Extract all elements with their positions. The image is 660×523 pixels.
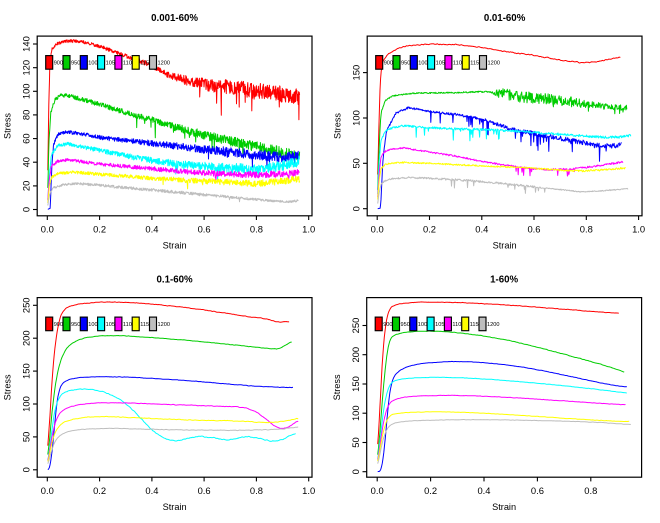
svg-text:1050: 1050 xyxy=(106,322,118,328)
svg-text:Stress: Stress xyxy=(3,374,13,400)
svg-text:0: 0 xyxy=(21,467,32,472)
svg-text:0.6: 0.6 xyxy=(531,485,544,496)
svg-text:0.001-60%: 0.001-60% xyxy=(151,13,198,24)
svg-text:0.4: 0.4 xyxy=(145,224,158,235)
svg-text:0.8: 0.8 xyxy=(580,224,593,235)
svg-text:0.4: 0.4 xyxy=(475,224,488,235)
svg-text:150: 150 xyxy=(351,65,362,81)
svg-text:0.4: 0.4 xyxy=(145,485,158,496)
svg-text:1000: 1000 xyxy=(88,61,100,67)
svg-text:250: 250 xyxy=(21,297,32,313)
svg-text:900: 900 xyxy=(384,61,393,67)
svg-text:Stress: Stress xyxy=(3,113,13,139)
svg-text:1100: 1100 xyxy=(453,61,465,67)
svg-text:1200: 1200 xyxy=(488,61,500,67)
svg-text:50: 50 xyxy=(21,432,32,442)
svg-text:Stress: Stress xyxy=(333,113,343,139)
svg-text:0.0: 0.0 xyxy=(41,485,54,496)
svg-text:40: 40 xyxy=(21,157,32,167)
svg-text:Strain: Strain xyxy=(492,502,516,512)
svg-text:0.01-60%: 0.01-60% xyxy=(484,13,526,24)
svg-text:1200: 1200 xyxy=(487,322,499,328)
svg-text:1000: 1000 xyxy=(88,322,100,328)
svg-text:1-60%: 1-60% xyxy=(490,274,518,285)
svg-text:0.8: 0.8 xyxy=(250,485,263,496)
svg-text:1100: 1100 xyxy=(452,322,464,328)
svg-text:1.0: 1.0 xyxy=(302,224,315,235)
svg-text:0.1-60%: 0.1-60% xyxy=(157,274,193,285)
svg-text:1000: 1000 xyxy=(418,61,430,67)
svg-text:150: 150 xyxy=(21,363,32,379)
svg-text:1050: 1050 xyxy=(435,322,447,328)
svg-text:100: 100 xyxy=(350,405,361,421)
svg-text:950: 950 xyxy=(71,322,80,328)
svg-text:50: 50 xyxy=(351,158,362,168)
svg-text:Strain: Strain xyxy=(163,502,187,512)
svg-text:1150: 1150 xyxy=(140,322,152,328)
svg-text:950: 950 xyxy=(401,61,410,67)
svg-text:140: 140 xyxy=(21,36,32,52)
svg-text:900: 900 xyxy=(54,61,63,67)
svg-text:900: 900 xyxy=(383,322,392,328)
svg-text:1100: 1100 xyxy=(123,61,135,67)
svg-text:1150: 1150 xyxy=(140,61,152,67)
svg-text:150: 150 xyxy=(350,376,361,392)
svg-text:950: 950 xyxy=(71,61,80,67)
svg-text:1050: 1050 xyxy=(436,61,448,67)
svg-text:100: 100 xyxy=(351,110,362,126)
svg-text:1150: 1150 xyxy=(470,322,482,328)
svg-text:0.4: 0.4 xyxy=(477,485,490,496)
svg-text:120: 120 xyxy=(21,60,32,76)
svg-text:0.0: 0.0 xyxy=(371,485,384,496)
svg-text:1100: 1100 xyxy=(123,322,135,328)
svg-text:Strain: Strain xyxy=(163,241,187,251)
svg-text:0.6: 0.6 xyxy=(527,224,540,235)
svg-text:0.8: 0.8 xyxy=(584,485,597,496)
svg-text:0.6: 0.6 xyxy=(198,485,211,496)
svg-text:1.0: 1.0 xyxy=(632,224,645,235)
svg-text:Strain: Strain xyxy=(493,241,517,251)
svg-text:80: 80 xyxy=(21,110,32,120)
svg-text:0.0: 0.0 xyxy=(41,224,54,235)
svg-text:0.2: 0.2 xyxy=(93,224,106,235)
svg-text:0.6: 0.6 xyxy=(198,224,211,235)
svg-text:60: 60 xyxy=(21,133,32,143)
svg-text:20: 20 xyxy=(21,181,32,191)
svg-text:0: 0 xyxy=(21,207,32,212)
svg-text:0.2: 0.2 xyxy=(424,485,437,496)
svg-text:200: 200 xyxy=(350,347,361,363)
svg-text:0.0: 0.0 xyxy=(371,224,384,235)
svg-text:1050: 1050 xyxy=(106,61,118,67)
svg-text:100: 100 xyxy=(21,396,32,412)
svg-text:1000: 1000 xyxy=(418,322,430,328)
svg-text:100: 100 xyxy=(21,83,32,99)
svg-text:200: 200 xyxy=(21,330,32,346)
svg-text:1200: 1200 xyxy=(158,322,170,328)
svg-text:1150: 1150 xyxy=(470,61,482,67)
svg-text:900: 900 xyxy=(54,322,63,328)
svg-text:0: 0 xyxy=(350,469,361,474)
svg-text:0: 0 xyxy=(351,206,362,211)
svg-text:0.8: 0.8 xyxy=(250,224,263,235)
svg-text:50: 50 xyxy=(350,437,361,447)
svg-text:Stress: Stress xyxy=(332,374,342,400)
svg-text:1.0: 1.0 xyxy=(302,485,315,496)
svg-text:0.2: 0.2 xyxy=(93,485,106,496)
svg-text:250: 250 xyxy=(350,318,361,334)
svg-text:1200: 1200 xyxy=(158,61,170,67)
svg-text:0.2: 0.2 xyxy=(423,224,436,235)
svg-text:950: 950 xyxy=(401,322,410,328)
